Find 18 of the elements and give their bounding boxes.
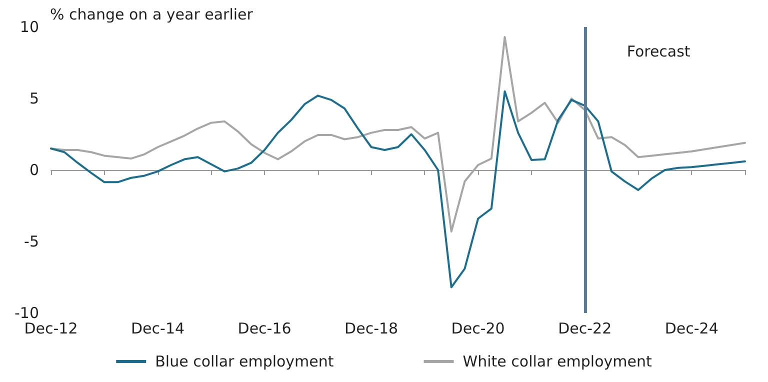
y-tick-label: 0 bbox=[29, 161, 39, 179]
x-tick-label: Dec-16 bbox=[238, 320, 292, 338]
x-tick-label: Dec-20 bbox=[451, 320, 505, 338]
legend-label: Blue collar employment bbox=[155, 352, 334, 370]
x-tick-label: Dec-24 bbox=[664, 320, 718, 338]
x-tick-label: Dec-14 bbox=[131, 320, 185, 338]
legend-label: White collar employment bbox=[462, 352, 652, 370]
x-tick-label: Dec-18 bbox=[344, 320, 398, 338]
y-tick-label: -5 bbox=[24, 232, 39, 250]
x-tick-label: Dec-12 bbox=[24, 320, 78, 338]
y-axis-title: % change on a year earlier bbox=[50, 6, 254, 24]
y-tick-label: 10 bbox=[20, 18, 39, 36]
y-tick-label: 5 bbox=[29, 90, 39, 108]
ref-line-label: Forecast bbox=[626, 42, 690, 60]
y-tick-label: -10 bbox=[14, 304, 39, 322]
line-series bbox=[50, 90, 746, 288]
line-series bbox=[50, 36, 746, 232]
x-tick-label: Dec-22 bbox=[558, 320, 612, 338]
